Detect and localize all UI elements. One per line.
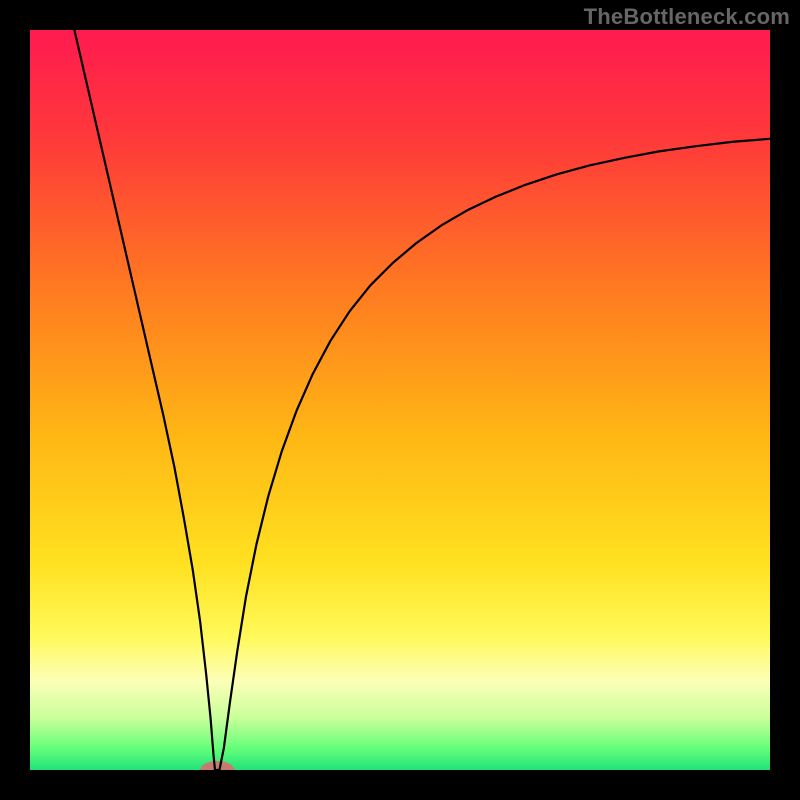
chart-background-gradient bbox=[30, 30, 770, 770]
bottleneck-curve-svg bbox=[0, 0, 800, 800]
chart-root: TheBottleneck.com bbox=[0, 0, 800, 800]
